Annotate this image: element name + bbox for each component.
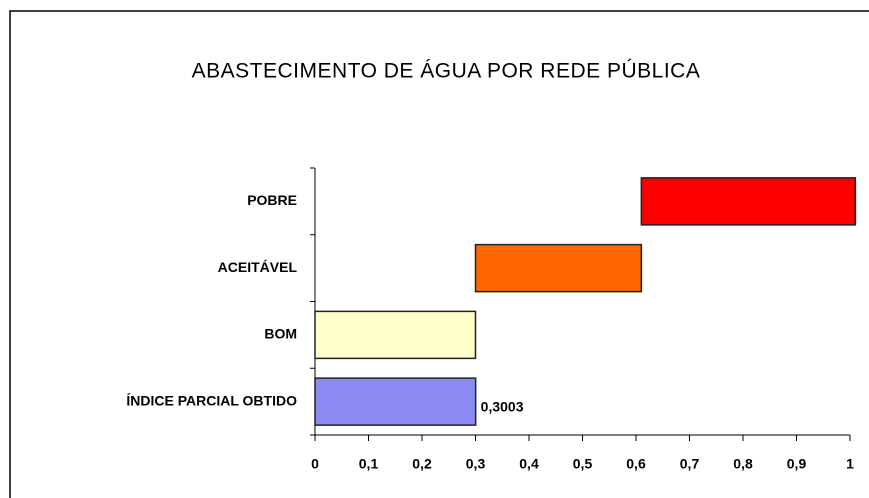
x-tick-label: 0,9 [787,456,807,472]
x-tick-label: 0,6 [626,456,646,472]
x-tick-label: 0,7 [680,456,700,472]
y-tick-label: BOM [264,326,297,342]
x-tick-label: 1 [846,456,854,472]
x-tick-label: 0,3 [466,456,486,472]
chart-title: ABASTECIMENTO DE ÁGUA POR REDE PÚBLICA [192,60,701,83]
y-tick-label: ACEITÁVEL [218,259,298,275]
y-tick-label: POBRE [247,192,297,208]
bar [314,377,477,426]
bar [314,310,477,360]
frame [9,10,869,498]
x-tick-label: 0,2 [412,456,432,472]
x-tick-label: 0,4 [519,456,539,472]
bar [474,243,643,293]
x-tick-label: 0,8 [733,456,753,472]
value-label: 0,3003 [481,398,524,414]
y-tick-label: ÍNDICE PARCIAL OBTIDO [126,392,297,408]
x-tick-label: 0 [311,456,319,472]
bar [640,177,857,226]
x-tick-label: 0,5 [573,456,593,472]
x-tick-label: 0,1 [359,456,379,472]
